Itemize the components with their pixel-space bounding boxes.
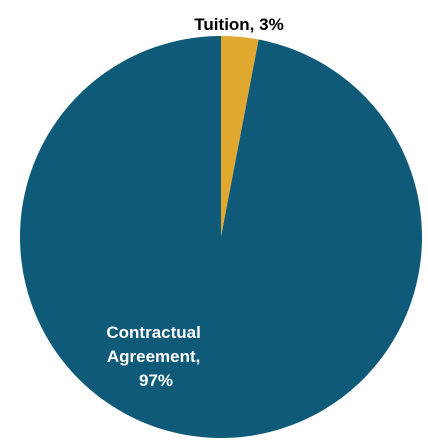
contractual-agreement-label: Contractual Agreement, 97% — [106, 323, 205, 390]
tuition-label: Tuition, 3% — [194, 15, 283, 34]
pie-slice-tuition — [221, 36, 259, 237]
pie-slices — [19, 36, 422, 438]
pie-slice-contractual-agreement — [19, 36, 422, 438]
